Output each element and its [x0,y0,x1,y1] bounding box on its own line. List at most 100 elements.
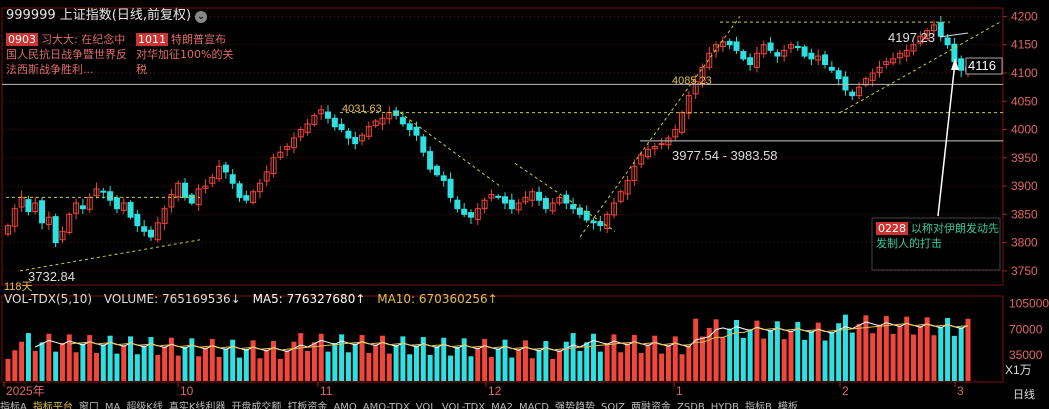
volume-bar [951,335,957,381]
indicator-tab[interactable]: AMO [333,402,357,409]
volume-bar [931,335,937,381]
news-box [871,217,1001,271]
candle-body [216,165,223,180]
candle-body [944,37,951,46]
indicator-tab[interactable]: 强势趋势 [554,402,595,409]
candle-body [447,178,454,198]
indicator-tab[interactable]: MA [104,402,121,409]
candle-body [651,146,658,150]
x-tick-label: 2 [842,384,849,398]
volume-bar [223,348,229,381]
volume-bar [46,333,52,381]
candle-body [420,136,427,153]
volume-bar [236,357,242,381]
volume-bar [407,354,413,381]
news-text: 特朗普宣布对华加征100%的关税 [136,33,234,76]
volume-bar [713,319,719,381]
indicator-tab[interactable]: 开盘成交额 [231,402,282,409]
volume-bar [768,329,774,381]
candle-body [338,123,345,131]
volume-bar [625,343,631,381]
indicator-tab[interactable]: SQJZ [600,402,625,409]
candle-body [699,66,706,85]
news-tag: 0228 [876,222,908,235]
news-item-3[interactable]: 0228 以称对伊朗发动先发制人的打击 [876,221,1001,251]
volume-bar [604,343,610,381]
volume-bar [80,343,86,381]
trend-line [579,16,741,238]
indicator-tab[interactable]: 指标平台 [32,402,73,409]
volume-bar [175,355,181,381]
volume-bar [836,323,842,381]
volume-bar [482,339,488,381]
candle-body [481,199,488,210]
candle-body [229,174,236,184]
candle-body [849,91,856,97]
candle-body [869,72,876,81]
candle-body [427,151,434,170]
indicator-tab[interactable]: HYDB [710,402,739,409]
indicator-tab[interactable]: VOL-TDX [441,402,486,409]
volume-bar [66,334,72,381]
candle-body [801,46,808,57]
volume-bar [965,318,971,381]
candle-body [270,157,277,175]
vol-ma5: MA5: 776327680↑ [252,292,366,306]
indicator-tab[interactable]: MA2 [491,402,513,409]
chevron-down-icon[interactable]: ⌄ [195,11,208,23]
volume-bar [822,340,828,381]
indicator-tab[interactable]: VOL [415,402,436,409]
indicator-tab[interactable]: 指标A [0,402,27,409]
candle-body [740,51,747,60]
candle-body [359,134,366,142]
candle-body [66,213,73,233]
candle-body [753,52,760,68]
candle-body [45,216,52,226]
x-tick-label: 1 [676,384,683,398]
indicator-tab[interactable]: 超级K线 [126,402,163,409]
candle-body [127,201,134,218]
volume-bar [393,344,399,381]
volume-bar [774,321,780,381]
indicator-tab[interactable]: AMO-TDX [362,402,410,409]
volume-bar [550,358,556,381]
news-item-1[interactable]: 0903 习大大: 在纪念中国人民抗日战争暨世界反法西斯战争胜利... [6,32,128,77]
indicator-tab[interactable]: 真实K线利器 [168,402,226,409]
volume-bar [386,353,392,381]
news-item-2[interactable]: 1011 特朗普宣布对华加征100%的关税 [136,32,236,77]
volume-bar [638,352,644,381]
indicator-tab[interactable]: MACD [518,402,549,409]
candle-body [39,200,46,224]
volume-bar [665,344,671,381]
indicator-tab[interactable]: 窗口 [78,402,99,409]
volume-bar [434,346,440,381]
indicator-tab[interactable]: 两融资金 [631,402,671,409]
volume-bar [400,336,406,381]
trend-line [19,239,201,272]
candle-body [808,52,815,60]
candle-body [474,208,481,220]
volume-bar [257,358,263,381]
volume-bar [461,338,467,381]
volume-bar [645,344,651,381]
indicator-tab[interactable]: 打板资金 [287,402,328,409]
candle-body [733,41,740,51]
indicator-tab[interactable]: ZSDB [677,402,705,409]
period-label[interactable]: 日线 [1013,388,1035,401]
news-text: 以称对伊朗发动先发制人的打击 [876,222,999,250]
x-tick-label: 11 [320,384,333,398]
indicator-tab[interactable]: 模板 [777,402,798,409]
candle-body [100,190,107,193]
volume-bar [502,339,508,381]
candle-body [794,45,801,49]
candle-body [672,129,679,138]
candle-body [18,196,25,208]
volume-bar [19,341,25,381]
volume-bar [611,334,617,381]
indicator-tab[interactable]: 指标B [744,402,772,409]
volume-bar [168,337,174,381]
volume-tick-label: 35000 [1009,348,1043,362]
high-pointer [939,32,969,38]
vol-indicator-name[interactable]: VOL-TDX(5,10) [4,292,93,306]
